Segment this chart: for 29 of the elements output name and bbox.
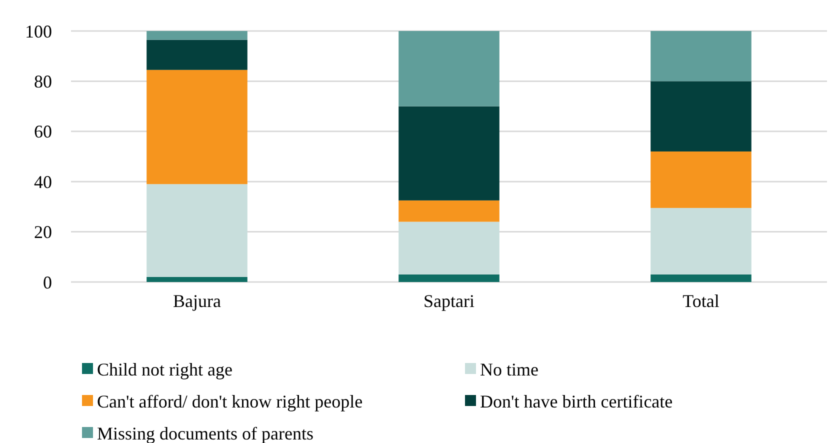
bar bbox=[650, 31, 752, 82]
y-tick-label: 60 bbox=[34, 122, 52, 142]
x-tick-label: Total bbox=[682, 291, 720, 311]
bar bbox=[398, 106, 500, 200]
bar bbox=[398, 200, 500, 222]
bar bbox=[650, 208, 752, 274]
bar bbox=[146, 40, 248, 70]
bar bbox=[398, 31, 500, 106]
legend-label: Child not right age bbox=[97, 359, 232, 380]
legend-label: Don't have birth certificate bbox=[480, 391, 673, 412]
y-tick-label: 0 bbox=[43, 272, 52, 292]
bar bbox=[146, 70, 248, 184]
y-tick-label: 20 bbox=[34, 222, 52, 242]
bar bbox=[650, 81, 752, 152]
y-tick-label: 100 bbox=[25, 21, 52, 42]
legend-label: No time bbox=[480, 359, 538, 380]
bar bbox=[146, 31, 248, 40]
legend-label: Can't afford/ don't know right people bbox=[97, 391, 363, 412]
bar bbox=[398, 274, 500, 282]
bar bbox=[398, 222, 500, 274]
bar bbox=[146, 276, 248, 282]
y-tick-label: 80 bbox=[34, 72, 52, 92]
y-tick-label: 40 bbox=[34, 172, 52, 192]
x-tick-label: Saptari bbox=[424, 291, 474, 311]
bar bbox=[650, 274, 752, 282]
bar bbox=[650, 151, 752, 208]
bar bbox=[146, 184, 248, 277]
legend-label: Missing documents of parents bbox=[97, 423, 314, 443]
x-tick-label: Bajura bbox=[173, 291, 221, 311]
